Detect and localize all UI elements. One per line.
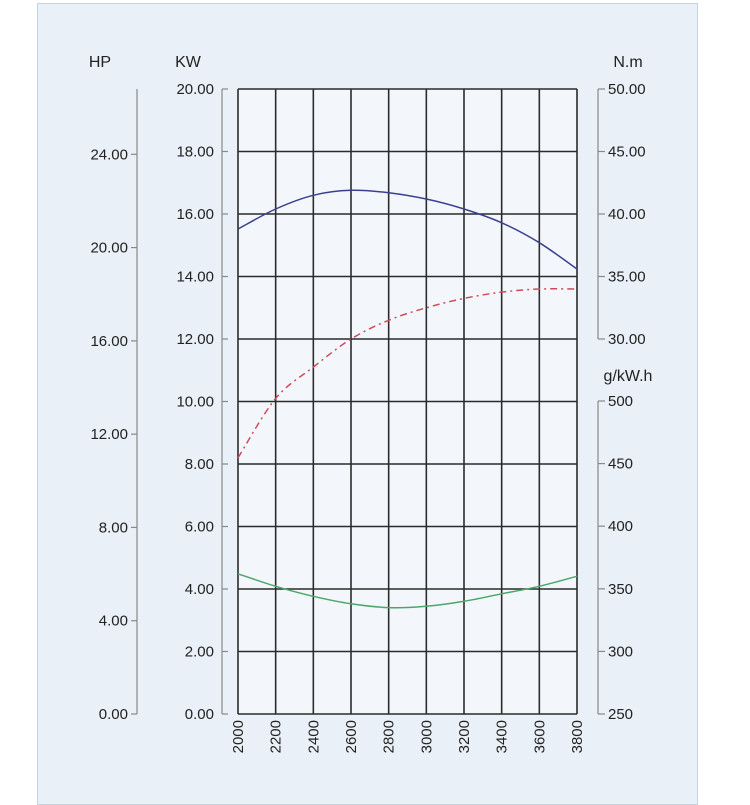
torque-tick-label: 45.00	[608, 144, 646, 161]
hp-axis-label: HP	[89, 54, 111, 71]
kw-tick-label: 18.00	[176, 144, 214, 161]
fuel-tick-label: 400	[608, 518, 633, 535]
fuel-tick-label: 500	[608, 393, 633, 410]
fuel-tick-label: 300	[608, 643, 633, 660]
x-tick-label: 3400	[494, 720, 511, 753]
series-line-fuel	[237, 573, 578, 609]
fuel-axis-label: g/kW.h	[604, 368, 653, 385]
x-tick-label: 3200	[456, 720, 473, 753]
hp-tick-label: 4.00	[99, 613, 128, 630]
hp-tick-label: 16.00	[90, 333, 128, 350]
torque-tick-label: 50.00	[608, 81, 646, 98]
x-tick-label: 3600	[531, 720, 548, 753]
kw-tick-label: 6.00	[185, 519, 214, 536]
x-tick-label: 2000	[230, 720, 247, 753]
series-line-kw	[237, 288, 578, 459]
x-tick-label: 2800	[381, 720, 398, 753]
x-tick-label: 2600	[343, 720, 360, 753]
x-tick-label: 3000	[418, 720, 435, 753]
kw-axis-label: KW	[175, 54, 202, 71]
hp-tick-label: 24.00	[90, 146, 128, 163]
kw-tick-label: 10.00	[176, 394, 214, 411]
kw-tick-label: 12.00	[176, 331, 214, 348]
kw-tick-label: 8.00	[185, 456, 214, 473]
hp-tick-label: 12.00	[90, 426, 128, 443]
kw-tick-label: 16.00	[176, 206, 214, 223]
fuel-tick-label: 350	[608, 581, 633, 598]
kw-tick-label: 2.00	[185, 644, 214, 661]
hp-tick-label: 20.00	[90, 240, 128, 257]
torque-tick-label: 30.00	[608, 331, 646, 348]
engine-performance-chart: HP 0.00 4.00 8.00 12.00 16.00 20.00 24.00 KW 0.00…	[89, 54, 653, 753]
torque-axis-label: N.m	[613, 54, 642, 71]
kw-tick-label: 14.00	[176, 269, 214, 286]
torque-tick-label: 40.00	[608, 206, 646, 223]
x-tick-label: 2200	[268, 720, 285, 753]
kw-tick-label: 4.00	[185, 581, 214, 598]
hp-tick-label: 8.00	[99, 519, 128, 536]
x-tick-label: 2400	[305, 720, 322, 753]
torque-tick-label: 35.00	[608, 269, 646, 286]
fuel-tick-label: 450	[608, 456, 633, 473]
hp-tick-label: 0.00	[99, 706, 128, 723]
kw-tick-label: 0.00	[185, 706, 214, 723]
fuel-tick-label: 250	[608, 706, 633, 723]
series-line-torque	[237, 189, 578, 270]
kw-tick-label: 20.00	[176, 81, 214, 98]
x-tick-label: 3800	[569, 720, 586, 753]
